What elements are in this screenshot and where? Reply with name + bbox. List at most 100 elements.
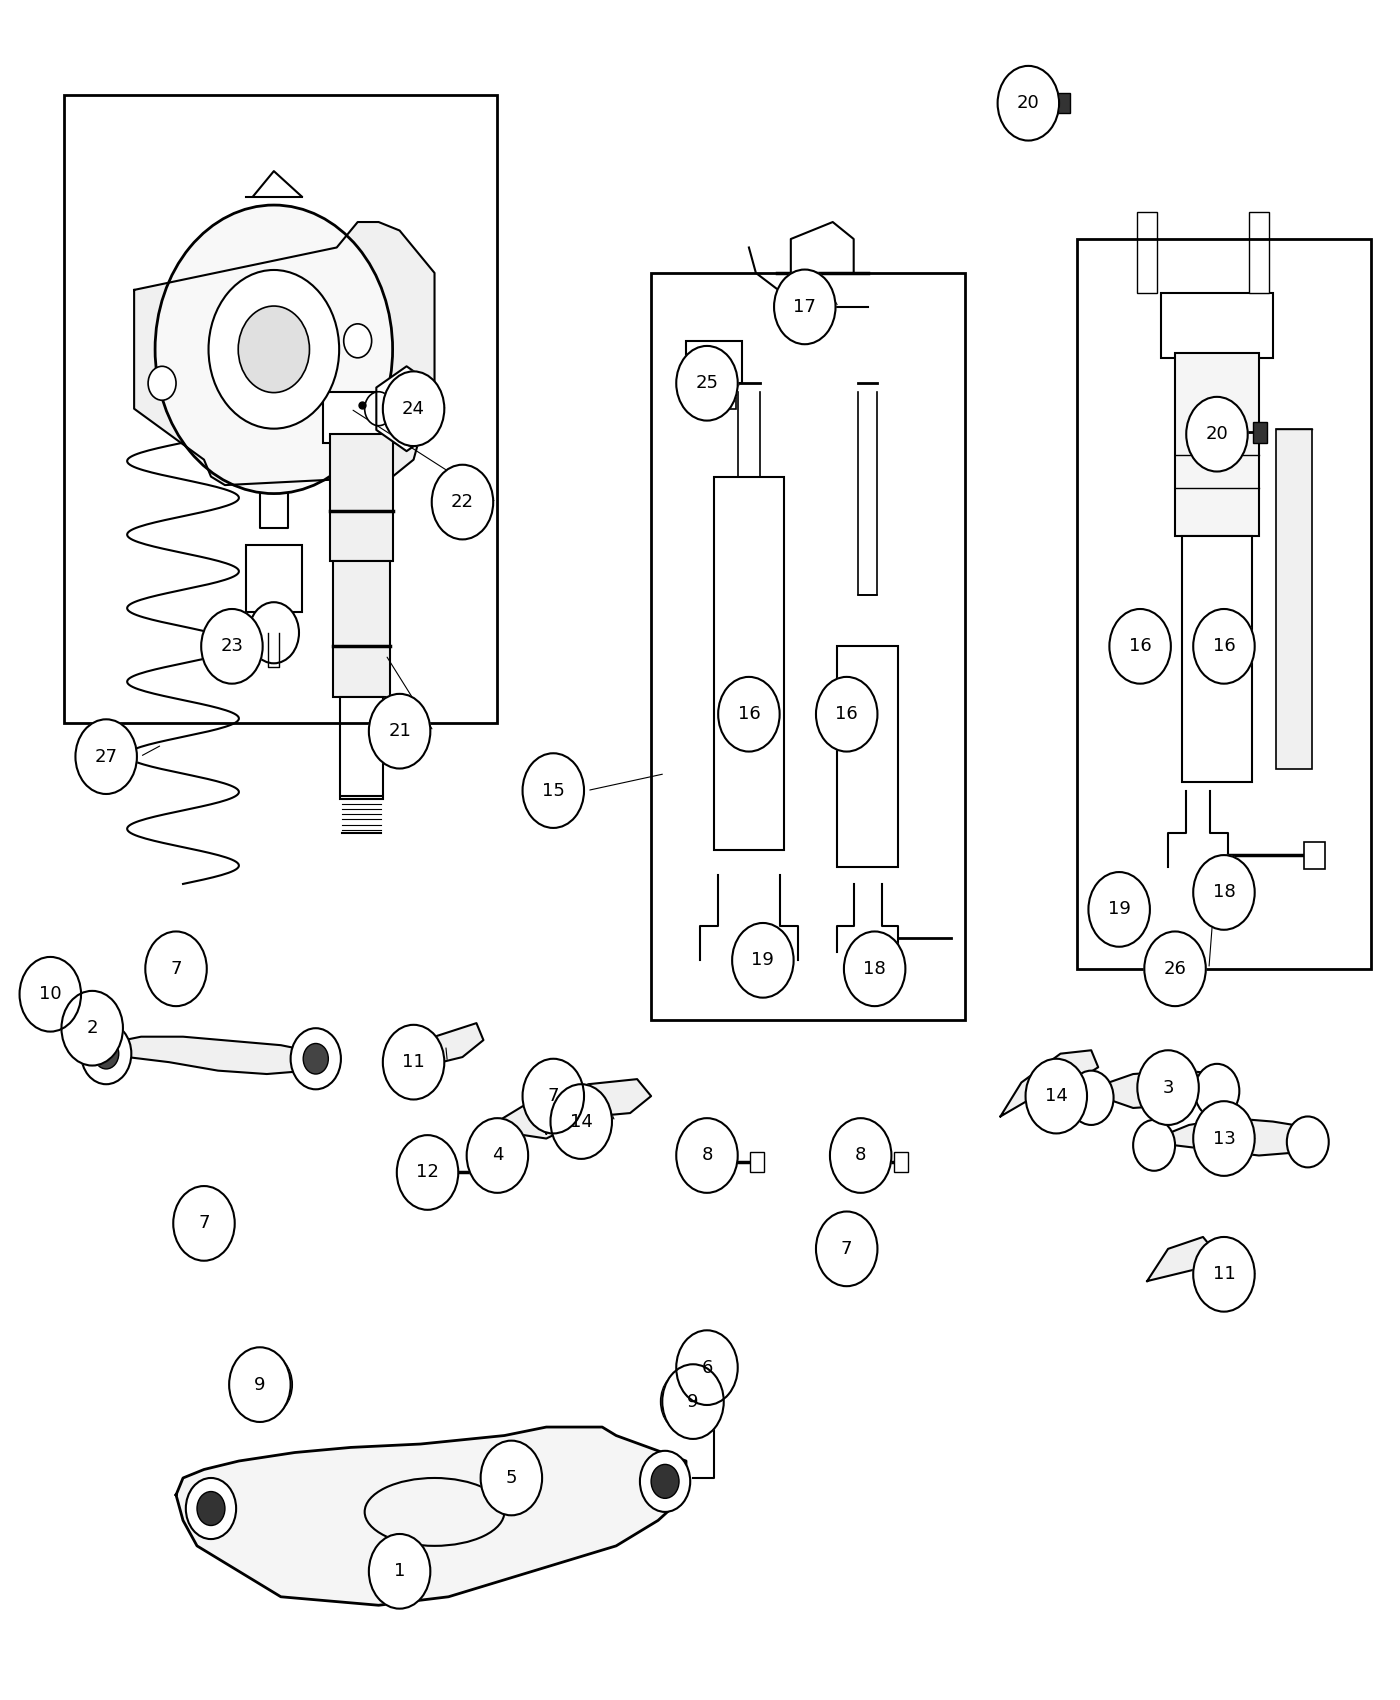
Circle shape <box>673 1386 699 1416</box>
Text: 9: 9 <box>687 1392 699 1411</box>
Text: 15: 15 <box>542 782 564 799</box>
Circle shape <box>396 1136 458 1210</box>
Bar <box>1253 422 1267 442</box>
Bar <box>246 544 302 612</box>
Text: 7: 7 <box>199 1214 210 1232</box>
Polygon shape <box>406 1023 483 1071</box>
Circle shape <box>480 1440 542 1515</box>
Bar <box>837 646 899 867</box>
Bar <box>686 340 742 382</box>
Circle shape <box>368 694 430 768</box>
Text: 14: 14 <box>570 1112 592 1130</box>
Circle shape <box>830 1119 892 1193</box>
Bar <box>1249 212 1268 294</box>
Bar <box>1137 212 1156 294</box>
Circle shape <box>822 1227 867 1282</box>
Polygon shape <box>546 1080 651 1134</box>
Circle shape <box>62 991 123 1066</box>
Circle shape <box>364 391 392 425</box>
Bar <box>340 697 382 799</box>
Circle shape <box>1287 1117 1329 1168</box>
Bar <box>1161 294 1273 357</box>
Circle shape <box>816 677 878 751</box>
Bar <box>330 434 392 561</box>
Circle shape <box>640 1450 690 1511</box>
Circle shape <box>344 325 371 357</box>
Bar <box>895 1153 909 1173</box>
Text: 18: 18 <box>1212 884 1235 901</box>
Text: 17: 17 <box>794 298 816 316</box>
Circle shape <box>155 206 392 493</box>
Polygon shape <box>476 1088 588 1148</box>
Circle shape <box>146 932 207 1006</box>
Bar <box>714 476 784 850</box>
Polygon shape <box>377 366 437 450</box>
Circle shape <box>1194 1064 1239 1119</box>
Circle shape <box>1068 1071 1113 1125</box>
Text: 22: 22 <box>451 493 475 512</box>
Text: 10: 10 <box>39 986 62 1003</box>
Circle shape <box>186 1202 231 1256</box>
Circle shape <box>431 464 493 539</box>
Text: 20: 20 <box>1016 94 1040 112</box>
Bar <box>1303 842 1324 869</box>
Text: 19: 19 <box>1107 901 1131 918</box>
Text: 16: 16 <box>1128 638 1151 654</box>
Circle shape <box>1133 1120 1175 1171</box>
Circle shape <box>816 1212 878 1287</box>
Polygon shape <box>1147 1119 1315 1156</box>
Circle shape <box>844 932 906 1006</box>
Bar <box>1275 428 1312 768</box>
Text: 4: 4 <box>491 1146 503 1165</box>
Bar <box>480 1163 497 1183</box>
Circle shape <box>676 1331 738 1404</box>
Text: 6: 6 <box>701 1358 713 1377</box>
Circle shape <box>249 602 300 663</box>
Circle shape <box>382 1025 444 1100</box>
Circle shape <box>1088 872 1149 947</box>
Circle shape <box>550 1085 612 1159</box>
Circle shape <box>150 947 195 1001</box>
Bar <box>1182 536 1252 782</box>
Circle shape <box>661 1370 711 1431</box>
Bar <box>1175 352 1259 536</box>
Circle shape <box>998 66 1058 141</box>
Text: 11: 11 <box>1212 1265 1235 1284</box>
Bar <box>692 377 736 408</box>
Text: 24: 24 <box>402 400 426 418</box>
Text: 16: 16 <box>1212 638 1235 654</box>
Polygon shape <box>99 1037 323 1074</box>
Text: 5: 5 <box>505 1469 517 1488</box>
Circle shape <box>242 1355 293 1414</box>
Circle shape <box>1186 396 1247 471</box>
Circle shape <box>1193 1102 1254 1176</box>
Text: 1: 1 <box>393 1562 405 1581</box>
Circle shape <box>186 1477 237 1538</box>
Text: 25: 25 <box>696 374 718 393</box>
Circle shape <box>718 677 780 751</box>
Text: 27: 27 <box>95 748 118 765</box>
Text: 7: 7 <box>841 1239 853 1258</box>
Text: 26: 26 <box>1163 960 1186 977</box>
Polygon shape <box>1001 1051 1098 1117</box>
Text: 18: 18 <box>864 960 886 977</box>
Circle shape <box>255 1370 280 1399</box>
Circle shape <box>291 1028 342 1090</box>
Circle shape <box>230 1348 291 1421</box>
Text: 23: 23 <box>220 638 244 654</box>
Circle shape <box>368 1533 430 1608</box>
Circle shape <box>833 1241 855 1268</box>
Polygon shape <box>134 223 434 484</box>
Circle shape <box>676 1119 738 1193</box>
Text: 12: 12 <box>416 1163 440 1182</box>
Circle shape <box>1193 855 1254 930</box>
Bar <box>1056 94 1070 114</box>
Circle shape <box>662 1365 724 1438</box>
Text: 8: 8 <box>701 1146 713 1165</box>
Bar <box>27 981 43 1008</box>
Circle shape <box>148 366 176 400</box>
Circle shape <box>382 371 444 445</box>
Circle shape <box>774 270 836 343</box>
Circle shape <box>483 1452 525 1503</box>
Circle shape <box>732 923 794 998</box>
